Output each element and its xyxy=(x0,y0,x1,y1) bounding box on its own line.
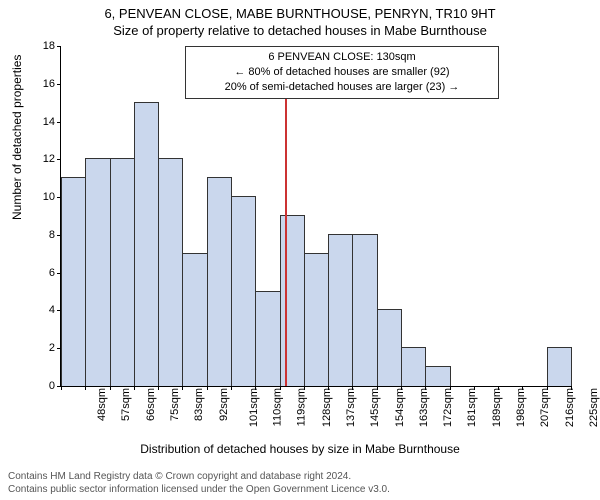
x-tick-label: 66sqm xyxy=(145,388,157,421)
x-tick-mark xyxy=(231,386,232,390)
annotation-box: 6 PENVEAN CLOSE: 130sqm ← 80% of detache… xyxy=(185,46,499,99)
histogram-bar xyxy=(280,215,305,386)
x-tick-mark xyxy=(547,386,548,390)
x-tick-label: 207sqm xyxy=(539,388,551,427)
histogram-bar xyxy=(255,291,280,386)
x-tick-mark xyxy=(498,386,499,390)
x-tick-label: 128sqm xyxy=(321,388,333,427)
x-tick-label: 48sqm xyxy=(96,388,108,421)
footer-line1: Contains HM Land Registry data © Crown c… xyxy=(8,470,390,483)
chart-container: 6, PENVEAN CLOSE, MABE BURNTHOUSE, PENRY… xyxy=(0,0,600,500)
x-tick-label: 119sqm xyxy=(296,388,308,426)
x-tick-mark xyxy=(207,386,208,390)
x-tick-mark xyxy=(255,386,256,390)
x-tick-mark xyxy=(61,386,62,390)
x-tick-label: 145sqm xyxy=(369,388,381,427)
histogram-bar xyxy=(304,253,329,386)
x-tick-mark xyxy=(182,386,183,390)
histogram-bar xyxy=(207,177,232,386)
x-tick-label: 163sqm xyxy=(418,388,430,427)
histogram-bar xyxy=(547,347,572,386)
x-tick-label: 216sqm xyxy=(564,388,576,427)
x-tick-mark xyxy=(450,386,451,390)
x-tick-mark xyxy=(280,386,281,390)
annotation-line1: 6 PENVEAN CLOSE: 130sqm xyxy=(192,50,492,65)
y-tick-mark xyxy=(57,159,61,160)
y-axis-label: Number of detached properties xyxy=(10,55,24,220)
x-tick-label: 83sqm xyxy=(193,388,205,421)
x-tick-label: 110sqm xyxy=(271,388,283,426)
histogram-bar xyxy=(231,196,256,386)
chart-subtitle: Size of property relative to detached ho… xyxy=(0,21,600,38)
x-tick-mark xyxy=(352,386,353,390)
y-tick-label: 6 xyxy=(31,267,55,279)
y-tick-label: 10 xyxy=(31,191,55,203)
x-tick-mark xyxy=(110,386,111,390)
footer-line2: Contains public sector information licen… xyxy=(8,483,390,496)
y-tick-label: 18 xyxy=(31,40,55,52)
y-tick-label: 4 xyxy=(31,304,55,316)
histogram-bar xyxy=(182,253,207,386)
histogram-bar xyxy=(425,366,450,386)
histogram-bar xyxy=(85,158,110,386)
y-tick-label: 12 xyxy=(31,153,55,165)
x-tick-mark xyxy=(304,386,305,390)
x-tick-mark xyxy=(377,386,378,390)
x-tick-mark xyxy=(474,386,475,390)
histogram-bar xyxy=(352,234,377,386)
y-tick-mark xyxy=(57,46,61,47)
x-tick-mark xyxy=(328,386,329,390)
x-tick-label: 225sqm xyxy=(588,388,600,427)
y-tick-label: 16 xyxy=(31,78,55,90)
x-tick-mark xyxy=(425,386,426,390)
x-tick-label: 198sqm xyxy=(515,388,527,427)
histogram-bar xyxy=(134,102,159,386)
histogram-bar xyxy=(158,158,183,386)
x-tick-mark xyxy=(85,386,86,390)
x-axis-label: Distribution of detached houses by size … xyxy=(0,442,600,456)
y-tick-mark xyxy=(57,122,61,123)
annotation-line2: ← 80% of detached houses are smaller (92… xyxy=(192,65,492,80)
histogram-bar xyxy=(377,309,402,386)
histogram-bar xyxy=(328,234,353,386)
x-tick-mark xyxy=(401,386,402,390)
histogram-bar xyxy=(110,158,135,386)
x-tick-mark xyxy=(522,386,523,390)
x-tick-label: 137sqm xyxy=(345,388,357,427)
x-tick-label: 57sqm xyxy=(120,388,132,421)
y-tick-label: 2 xyxy=(31,342,55,354)
x-tick-label: 189sqm xyxy=(491,388,503,427)
x-tick-label: 172sqm xyxy=(442,388,454,427)
x-tick-label: 101sqm xyxy=(248,388,260,427)
x-tick-label: 75sqm xyxy=(169,388,181,421)
x-tick-label: 181sqm xyxy=(467,388,479,427)
chart-title-address: 6, PENVEAN CLOSE, MABE BURNTHOUSE, PENRY… xyxy=(0,0,600,21)
footer-attribution: Contains HM Land Registry data © Crown c… xyxy=(8,470,390,496)
x-tick-label: 154sqm xyxy=(394,388,406,427)
x-tick-mark xyxy=(134,386,135,390)
y-tick-label: 8 xyxy=(31,229,55,241)
y-tick-label: 0 xyxy=(31,380,55,392)
histogram-bar xyxy=(401,347,426,386)
histogram-bar xyxy=(61,177,86,386)
x-tick-mark xyxy=(158,386,159,390)
y-tick-mark xyxy=(57,84,61,85)
y-tick-label: 14 xyxy=(31,116,55,128)
annotation-line3: 20% of semi-detached houses are larger (… xyxy=(192,80,492,95)
x-tick-label: 92sqm xyxy=(218,388,230,421)
x-tick-mark xyxy=(571,386,572,390)
